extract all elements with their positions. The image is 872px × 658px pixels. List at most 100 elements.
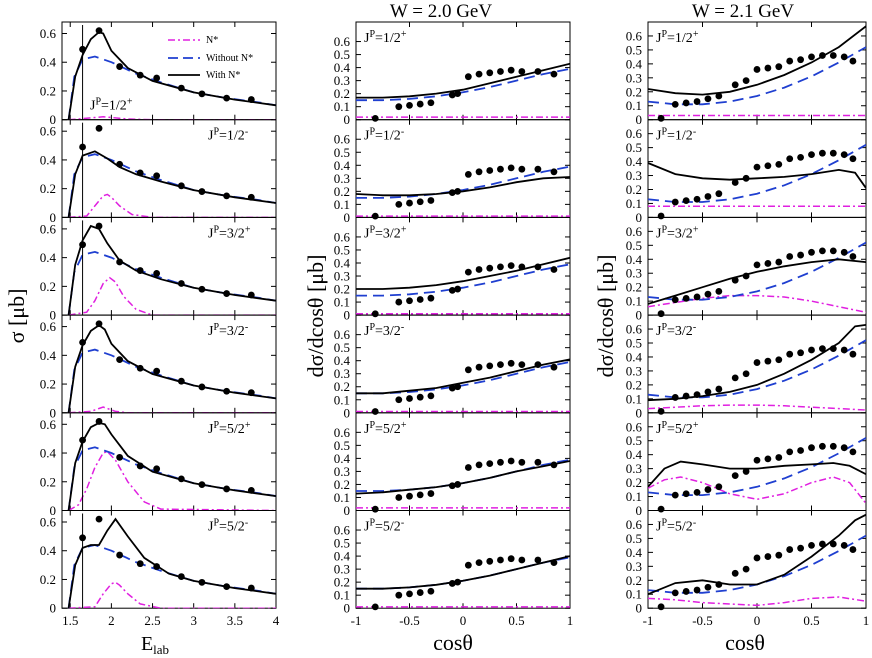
x-tick-label: -0.5	[692, 613, 713, 628]
y-tick-label: 0	[344, 601, 351, 616]
series-with-nstar-line	[648, 162, 866, 189]
jp-label-sup-p: P	[369, 127, 375, 138]
data-point	[198, 578, 206, 586]
data-point	[395, 591, 403, 599]
data-point	[819, 540, 826, 548]
y-tick-label: 0.3	[334, 366, 350, 381]
data-point	[808, 346, 815, 354]
series-with-nstar-line	[648, 513, 866, 596]
series-with-nstar-line	[648, 460, 866, 488]
data-point	[116, 258, 124, 266]
jp-label-parity: +	[693, 224, 699, 235]
jp-label-sup-p: P	[369, 29, 375, 40]
series-with-nstar-line	[67, 224, 276, 316]
data-point	[448, 91, 456, 99]
data-point	[497, 263, 504, 271]
data-point	[671, 394, 679, 401]
y-tick-label: 0.5	[334, 242, 350, 257]
data-point	[507, 262, 515, 269]
data-point	[95, 418, 103, 425]
data-point	[808, 53, 815, 61]
series-nstar-line	[68, 193, 276, 218]
jp-label-parity: +	[693, 420, 699, 431]
y-tick-label: 0.5	[334, 340, 350, 355]
data-point	[797, 56, 804, 64]
jp-label: JP=1/2+	[90, 97, 133, 114]
data-point	[693, 488, 701, 496]
jp-label-j: J	[656, 520, 662, 535]
y-tick-label: 0.6	[626, 322, 643, 337]
data-point	[95, 515, 103, 523]
y-tick-label: 0	[636, 210, 643, 225]
y-tick-label: 0.3	[626, 461, 642, 476]
data-point	[198, 285, 206, 293]
data-point	[223, 192, 231, 200]
data-point	[786, 448, 794, 456]
data-point	[116, 551, 124, 559]
panels-layer: 00.20.40.6JP=1/2+00.20.40.6 JP=1/2-00.20.…	[40, 21, 869, 628]
data-point	[497, 361, 504, 369]
series-without-nstar-line	[67, 250, 276, 316]
data-point	[786, 155, 794, 163]
data-point	[840, 53, 848, 61]
data-point	[797, 349, 804, 357]
data-point	[550, 70, 558, 78]
data-point	[518, 68, 526, 75]
panel-c0-r0: 0 0.2 0.4 0.6 JP=1/2+	[40, 21, 277, 127]
data-point	[819, 52, 826, 59]
y-tick-label: 0.1	[334, 490, 350, 505]
ylabel-mid: dσ/dcosθ [μb]	[303, 255, 328, 378]
jp-label-parity: -	[693, 127, 696, 138]
y-tick-label: 0.2	[40, 572, 56, 587]
y-tick-label: 0.5	[626, 433, 642, 448]
data-point	[534, 263, 542, 271]
y-tick-label: 0.6	[40, 417, 57, 432]
data-point	[136, 462, 144, 470]
data-point	[840, 541, 848, 549]
data-point	[518, 556, 526, 564]
data-point	[786, 350, 794, 358]
jp-label-sup-p: P	[369, 322, 375, 333]
y-tick-label: 0.2	[334, 379, 350, 394]
jp-label-value: =3/2	[667, 226, 693, 241]
y-tick-label: 0.4	[40, 348, 57, 363]
data-point	[550, 461, 558, 469]
y-tick-label: 0.4	[334, 451, 351, 466]
data-point	[116, 160, 124, 168]
panel-c1-r1: 00.10.20.30.40.50.6 JP=1/2-	[334, 119, 571, 225]
jp-label-parity: -	[693, 518, 696, 529]
jp-label-parity: -	[401, 322, 404, 333]
data-point	[507, 359, 515, 367]
y-tick-label: 0.4	[334, 158, 351, 173]
y-tick-label: 0.2	[40, 181, 56, 196]
data-point	[682, 392, 690, 400]
x-tick-label: 1	[567, 613, 574, 628]
data-point	[406, 492, 413, 500]
jp-label: JP=1/2-	[208, 127, 248, 144]
data-point	[454, 285, 462, 293]
data-point	[448, 286, 456, 294]
jp-label: JP=1/2+	[656, 29, 699, 46]
jp-label-value: =3/2	[667, 324, 693, 339]
data-point	[371, 505, 379, 513]
y-tick-label: 0.1	[626, 587, 642, 602]
y-tick-label: 0.6	[626, 126, 643, 141]
data-point	[742, 468, 750, 475]
data-point	[486, 557, 494, 565]
data-point	[79, 241, 86, 249]
data-point	[657, 505, 665, 513]
data-point	[550, 266, 558, 273]
panel-c2-r0: 00.10.20.30.40.50.6 JP=1/2+	[626, 21, 867, 127]
data-point	[671, 296, 679, 304]
data-point	[371, 603, 379, 611]
jp-label-sup-p: P	[369, 224, 375, 235]
jp-label-value: =3/2	[219, 226, 245, 241]
data-point	[775, 160, 783, 168]
data-point	[819, 247, 826, 255]
data-point	[223, 94, 231, 102]
data-point	[95, 124, 103, 132]
y-tick-label: 0.4	[334, 353, 351, 368]
y-tick-label: 0.6	[40, 26, 57, 41]
data-point	[395, 396, 403, 404]
y-tick-label: 0	[50, 405, 57, 420]
